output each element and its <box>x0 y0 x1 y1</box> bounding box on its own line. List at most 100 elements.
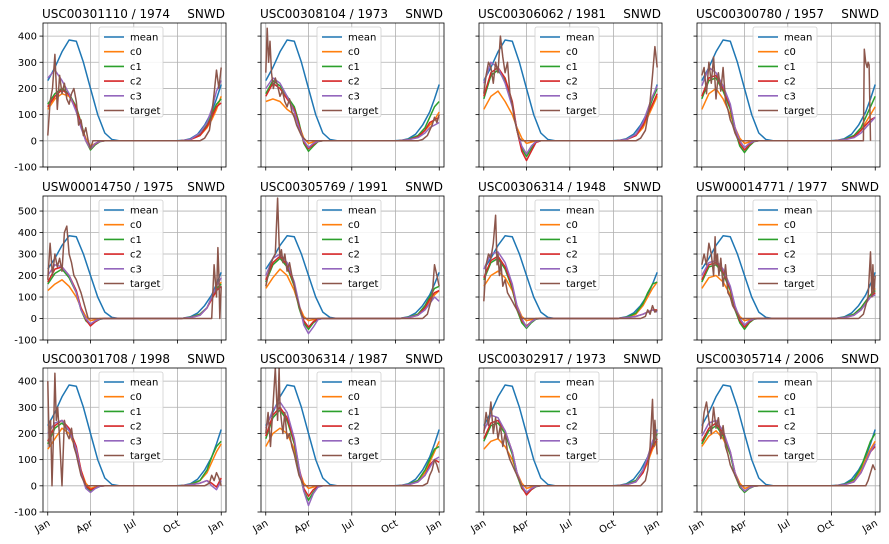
legend-label: target <box>348 279 378 290</box>
legend-label: target <box>784 451 814 462</box>
y-tick-label: 400 <box>18 377 37 388</box>
legend-box <box>98 199 164 291</box>
y-tick-label: 300 <box>18 403 37 414</box>
legend-label: c0 <box>130 392 142 403</box>
axes-frame <box>42 367 227 513</box>
legend-label: c3 <box>348 91 360 102</box>
legend-label: c0 <box>348 47 360 58</box>
legend-label: mean <box>130 206 158 217</box>
subplot-title-right: SNWD <box>623 352 661 366</box>
subplot-title-right: SNWD <box>623 180 661 194</box>
legend-label: c2 <box>348 422 360 433</box>
subplot-3: USC00306062 / 1981 SNWD mean c0 c1 c2 c3 target <box>475 7 663 171</box>
series-line-target <box>265 368 440 487</box>
x-tick-label: Jan <box>469 518 489 536</box>
y-tick-label: 200 <box>18 271 37 282</box>
x-tick-label: Jul <box>121 518 138 534</box>
x-tick-label: Jul <box>775 518 792 534</box>
legend-label: c0 <box>566 220 578 231</box>
legend-label: target <box>130 279 160 290</box>
x-tick-label: Apr <box>729 518 750 537</box>
subplot-title: USC00308104 / 1973 <box>260 7 388 21</box>
legend-label: mean <box>348 33 376 44</box>
series-line-target <box>483 35 658 142</box>
legend-label: mean <box>130 378 158 389</box>
subplot-title: USW00014750 / 1975 <box>42 180 174 194</box>
x-tick-label: Apr <box>75 518 96 537</box>
x-tick-label: Jan <box>424 518 444 536</box>
legend-box <box>316 199 382 291</box>
legend-label: c1 <box>784 407 796 418</box>
y-tick-label: -100 <box>14 163 37 174</box>
series-line-target <box>701 48 872 142</box>
y-tick-label: 0 <box>31 314 37 325</box>
subplot-title: USC00305769 / 1991 <box>260 180 388 194</box>
series-line-target <box>265 27 440 142</box>
subplot-2: USC00308104 / 1973 SNWD mean c0 c1 c2 c3 target <box>257 7 445 171</box>
x-tick-label: Apr <box>511 518 532 537</box>
legend-label: c1 <box>348 235 360 246</box>
legend-label: c1 <box>566 62 578 73</box>
legend-label: c1 <box>566 235 578 246</box>
legend-box <box>316 26 382 118</box>
x-tick-label: Apr <box>293 518 314 537</box>
legend-label: c3 <box>784 91 796 102</box>
legend-label: mean <box>566 206 594 217</box>
axes-frame <box>260 195 445 341</box>
y-tick-label: 100 <box>18 455 37 466</box>
subplot-7: USC00306314 / 1948 SNWD mean c0 c1 c2 c3 target <box>475 180 663 344</box>
subplot-title-right: SNWD <box>841 7 879 21</box>
axes-frame <box>478 195 663 341</box>
subplot-1: -100 0 100 200 300 400 USC00301110 / 1974 SNWD m… <box>14 7 227 174</box>
axes-frame <box>696 367 881 513</box>
axes-frame <box>696 22 881 168</box>
subplot-title: USC00305714 / 2006 <box>696 352 824 366</box>
subplot-title-right: SNWD <box>405 352 443 366</box>
legend-label: c3 <box>784 264 796 275</box>
legend-label: target <box>566 106 596 117</box>
legend-label: mean <box>784 33 812 44</box>
axes-frame <box>42 195 227 341</box>
subplot-title-right: SNWD <box>187 7 225 21</box>
x-tick-label: Jul <box>339 518 356 534</box>
x-tick-label: Jan <box>860 518 880 536</box>
legend-box <box>534 371 600 463</box>
legend-label: c3 <box>348 264 360 275</box>
subplot-title-right: SNWD <box>187 180 225 194</box>
series-line-target <box>483 214 658 320</box>
x-tick-label: Jan <box>33 518 53 536</box>
series-line-target <box>47 225 222 320</box>
series-line-target <box>265 197 440 320</box>
legend-label: c2 <box>348 250 360 261</box>
legend-label: c2 <box>130 422 142 433</box>
y-tick-label: 400 <box>18 32 37 43</box>
legend-label: c2 <box>566 77 578 88</box>
subplot-4: USC00300780 / 1957 SNWD mean c0 c1 c2 c3 target <box>693 7 881 171</box>
legend-label: c2 <box>348 77 360 88</box>
legend-label: c0 <box>566 47 578 58</box>
subplot-title-right: SNWD <box>841 180 879 194</box>
x-tick-label: Jan <box>687 518 707 536</box>
subplot-title: USC00301708 / 1998 <box>42 352 170 366</box>
legend-label: c3 <box>566 91 578 102</box>
x-tick-label: Jan <box>206 518 226 536</box>
y-tick-label: 300 <box>18 58 37 69</box>
subplot-title: USC00306314 / 1987 <box>260 352 388 366</box>
legend-label: mean <box>348 378 376 389</box>
legend-box <box>752 199 818 291</box>
subplot-title-right: SNWD <box>405 7 443 21</box>
y-tick-label: 0 <box>31 481 37 492</box>
legend-label: c3 <box>566 436 578 447</box>
subplot-title-right: SNWD <box>405 180 443 194</box>
legend-label: c1 <box>784 235 796 246</box>
legend-label: c0 <box>784 392 796 403</box>
axes-frame <box>42 22 227 168</box>
legend-label: c3 <box>130 264 142 275</box>
legend-label: c2 <box>566 250 578 261</box>
axes-frame <box>260 367 445 513</box>
y-tick-label: -100 <box>14 336 37 347</box>
y-tick-label: 400 <box>18 228 37 239</box>
x-tick-label: Oct <box>380 518 401 536</box>
x-tick-label: Jan <box>642 518 662 536</box>
legend-box <box>98 371 164 463</box>
